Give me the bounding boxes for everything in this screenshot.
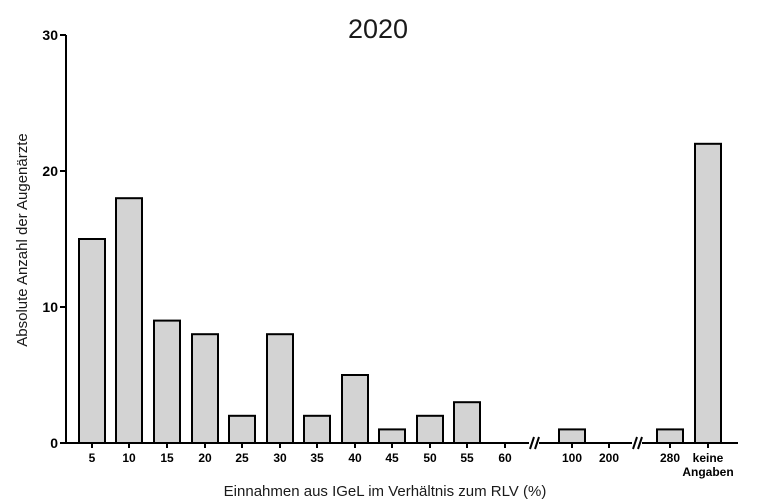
bar — [78, 238, 106, 444]
x-axis-label: Einnahmen aus IGeL im Verhältnis zum RLV… — [224, 483, 547, 500]
y-tick-label: 0 — [50, 435, 58, 451]
y-axis-label: Absolute Anzahl der Augenärzte — [14, 133, 31, 347]
y-tick-label: 10 — [42, 299, 58, 315]
bar — [694, 142, 722, 445]
x-tick-label: 30 — [273, 451, 287, 465]
bar — [115, 197, 143, 444]
bar — [303, 414, 331, 444]
x-tick-label: 35 — [310, 451, 324, 465]
x-tick-label: keine Angaben — [682, 451, 733, 479]
x-tick-label: 200 — [599, 451, 619, 465]
bar — [191, 333, 219, 445]
bar — [558, 428, 586, 444]
y-tick-labels: 0 10 20 30 — [42, 27, 58, 451]
x-tick-label: 100 — [562, 451, 582, 465]
x-tick-label: 280 — [660, 451, 680, 465]
bar — [266, 333, 294, 445]
axis-break-gap — [529, 439, 539, 447]
chart-title: 2020 — [348, 14, 408, 44]
bar — [656, 428, 684, 444]
axis-break-slash — [534, 436, 540, 450]
axis-breaks — [529, 436, 643, 450]
x-tick-label: 15 — [160, 451, 174, 465]
bar — [341, 374, 369, 444]
bar — [228, 414, 256, 444]
x-tick-label: 25 — [235, 451, 249, 465]
axis-break-slash — [637, 436, 643, 450]
bar — [378, 428, 406, 444]
x-tick-label: 5 — [89, 451, 96, 465]
axis-break-slash — [632, 436, 638, 450]
x-tick-label: 20 — [198, 451, 212, 465]
axis-break-slash — [529, 436, 535, 450]
x-tick-label: 40 — [348, 451, 362, 465]
x-tick-label: 50 — [423, 451, 437, 465]
y-tick-label: 20 — [42, 163, 58, 179]
bar — [416, 414, 444, 444]
x-tick-label: 10 — [122, 451, 136, 465]
x-tick-labels: 5 10 15 20 25 30 35 40 45 50 55 60 100 200 280 keine Ang… — [89, 451, 734, 479]
y-tick-label: 30 — [42, 27, 58, 43]
x-tick-label: 60 — [498, 451, 512, 465]
bar — [153, 319, 181, 445]
x-tick-label: 45 — [385, 451, 399, 465]
x-tick-label: 55 — [460, 451, 474, 465]
bar — [453, 401, 481, 445]
axis-break-gap — [632, 439, 642, 447]
bars — [78, 142, 722, 445]
